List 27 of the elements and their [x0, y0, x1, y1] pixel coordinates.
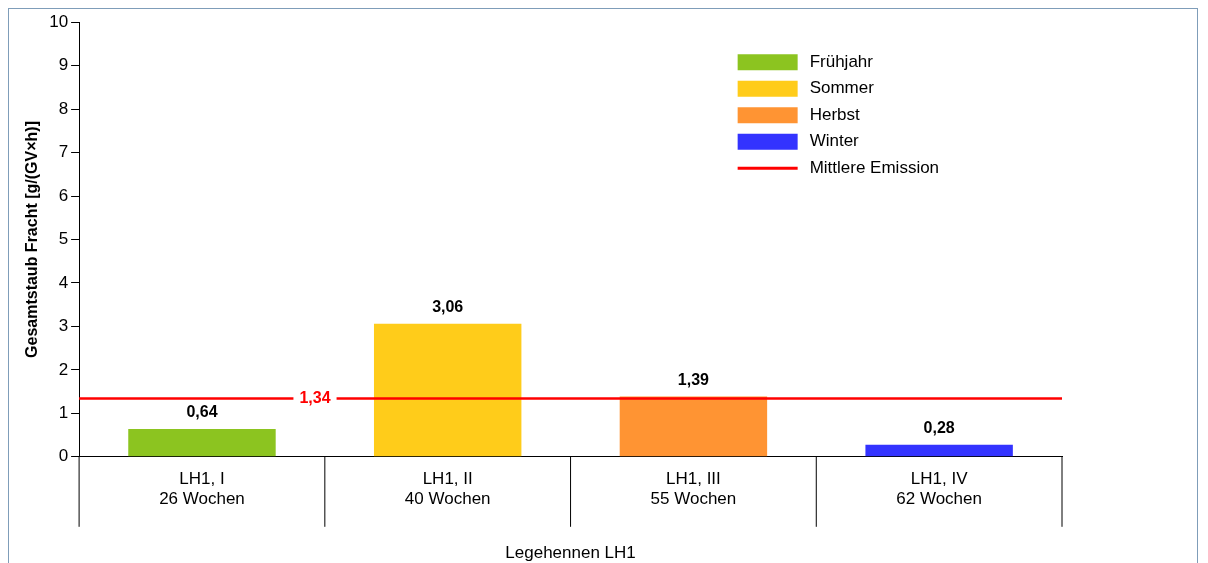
- y-axis-title: Gesamtstaub Fracht [g/(GV×h)]: [23, 121, 41, 358]
- legend-label: Sommer: [809, 78, 875, 98]
- y-tick-label: 2: [58, 359, 69, 379]
- legend-label: Mittlere Emission: [809, 157, 940, 177]
- x-tick-label: LH1, II 40 Wochen: [404, 468, 491, 509]
- y-tick-label: 3: [58, 316, 69, 336]
- data-label: 0,28: [923, 419, 955, 437]
- data-label: 1,39: [677, 370, 710, 388]
- annotation: 1,34: [299, 388, 331, 406]
- x-axis-title: Legehennen LH1: [505, 543, 636, 563]
- y-tick-label: 1: [58, 403, 69, 423]
- y-tick-label: 10: [49, 11, 69, 31]
- y-tick-label: 9: [58, 55, 69, 75]
- legend-label: Frühjahr: [809, 51, 874, 71]
- y-tick-label: 8: [58, 98, 69, 118]
- legend-label: Herbst: [809, 104, 860, 124]
- data-label: 0,64: [186, 403, 218, 421]
- x-tick-label: LH1, III 55 Wochen: [650, 468, 737, 509]
- y-tick-label: 6: [58, 185, 69, 205]
- legend-label: Winter: [809, 131, 860, 151]
- y-tick-label: 0: [58, 446, 69, 466]
- x-tick-label: LH1, IV 62 Wochen: [896, 468, 982, 509]
- y-tick-label: 5: [58, 229, 69, 249]
- y-tick-label: 4: [58, 272, 69, 292]
- y-tick-label: 7: [58, 142, 69, 162]
- x-tick-label: LH1, I 26 Wochen: [159, 468, 245, 509]
- data-label: 3,06: [432, 298, 464, 316]
